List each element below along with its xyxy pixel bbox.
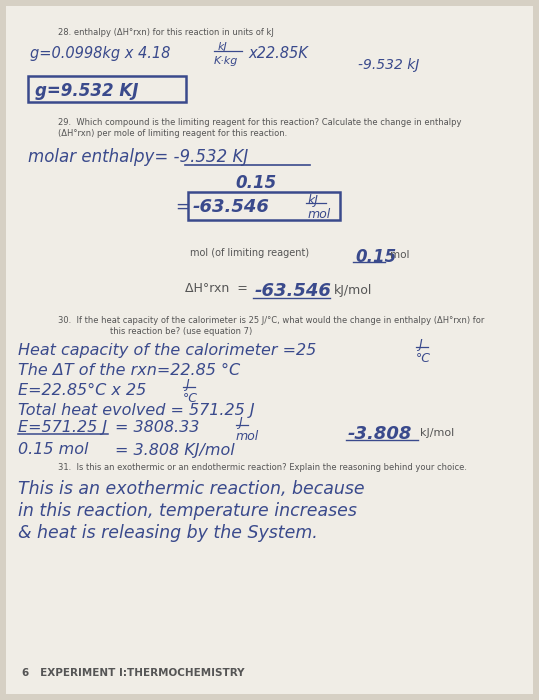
Text: kJ: kJ (308, 194, 319, 207)
Text: in this reaction, temperature increases: in this reaction, temperature increases (18, 502, 357, 520)
Text: mol (of limiting reagent): mol (of limiting reagent) (190, 248, 309, 258)
Text: -3.808: -3.808 (348, 425, 412, 443)
Text: -9.532 kJ: -9.532 kJ (358, 58, 419, 72)
Text: kJ: kJ (218, 42, 228, 52)
Bar (28, 76, 186, 102)
Text: mol: mol (236, 430, 259, 443)
Text: °C: °C (183, 392, 198, 405)
Text: J: J (418, 338, 421, 351)
Text: molar enthalpy= -9.532 KJ: molar enthalpy= -9.532 KJ (28, 148, 248, 166)
Text: mol: mol (390, 250, 410, 260)
Text: this reaction be? (use equation 7): this reaction be? (use equation 7) (110, 327, 252, 336)
Text: kJ/mol: kJ/mol (334, 284, 372, 297)
Text: 0.15: 0.15 (235, 174, 277, 192)
Text: 0.15: 0.15 (355, 248, 396, 266)
Text: =: = (175, 198, 189, 216)
Text: The ΔT of the rxn=22.85 °C: The ΔT of the rxn=22.85 °C (18, 363, 240, 378)
Text: 31.  Is this an exothermic or an endothermic reaction? Explain the reasoning beh: 31. Is this an exothermic or an endother… (58, 463, 467, 472)
Text: -63.546: -63.546 (193, 198, 270, 216)
Text: This is an exothermic reaction, because: This is an exothermic reaction, because (18, 480, 364, 498)
Text: E=22.85°C x 25: E=22.85°C x 25 (18, 383, 146, 398)
Text: J: J (185, 378, 189, 391)
Text: g=9.532 KJ: g=9.532 KJ (35, 82, 139, 100)
Text: x22.85K: x22.85K (248, 46, 308, 61)
Text: kJ/mol: kJ/mol (420, 428, 454, 438)
Text: g=0.0998kg x 4.18: g=0.0998kg x 4.18 (30, 46, 170, 61)
Text: Total heat evolved = 571.25 J: Total heat evolved = 571.25 J (18, 403, 254, 418)
Text: & heat is releasing by the System.: & heat is releasing by the System. (18, 524, 318, 542)
Text: J: J (238, 416, 242, 429)
Text: ΔH°rxn  =: ΔH°rxn = (185, 282, 248, 295)
Text: K·kg: K·kg (214, 56, 238, 66)
Text: 6   EXPERIMENT I:THERMOCHEMISTRY: 6 EXPERIMENT I:THERMOCHEMISTRY (22, 668, 245, 678)
Text: E=571.25 J: E=571.25 J (18, 420, 107, 435)
Bar (188, 192, 340, 220)
Text: 0.15 mol: 0.15 mol (18, 442, 88, 457)
Text: 29.  Which compound is the limiting reagent for this reaction? Calculate the cha: 29. Which compound is the limiting reage… (58, 118, 461, 127)
Text: -63.546: -63.546 (255, 282, 332, 300)
Text: Heat capacity of the calorimeter =25: Heat capacity of the calorimeter =25 (18, 343, 316, 358)
Text: 30.  If the heat capacity of the calorimeter is 25 J/°C, what would the change i: 30. If the heat capacity of the calorime… (58, 316, 485, 325)
Text: (ΔH°rxn) per mole of limiting reagent for this reaction.: (ΔH°rxn) per mole of limiting reagent fo… (58, 129, 287, 138)
Text: mol: mol (308, 208, 331, 221)
Text: 28. enthalpy (ΔH°rxn) for this reaction in units of kJ: 28. enthalpy (ΔH°rxn) for this reaction … (58, 28, 274, 37)
Text: °C: °C (416, 352, 431, 365)
Text: = 3.808 KJ/mol: = 3.808 KJ/mol (115, 443, 235, 458)
Text: = 3808.33: = 3808.33 (115, 420, 199, 435)
